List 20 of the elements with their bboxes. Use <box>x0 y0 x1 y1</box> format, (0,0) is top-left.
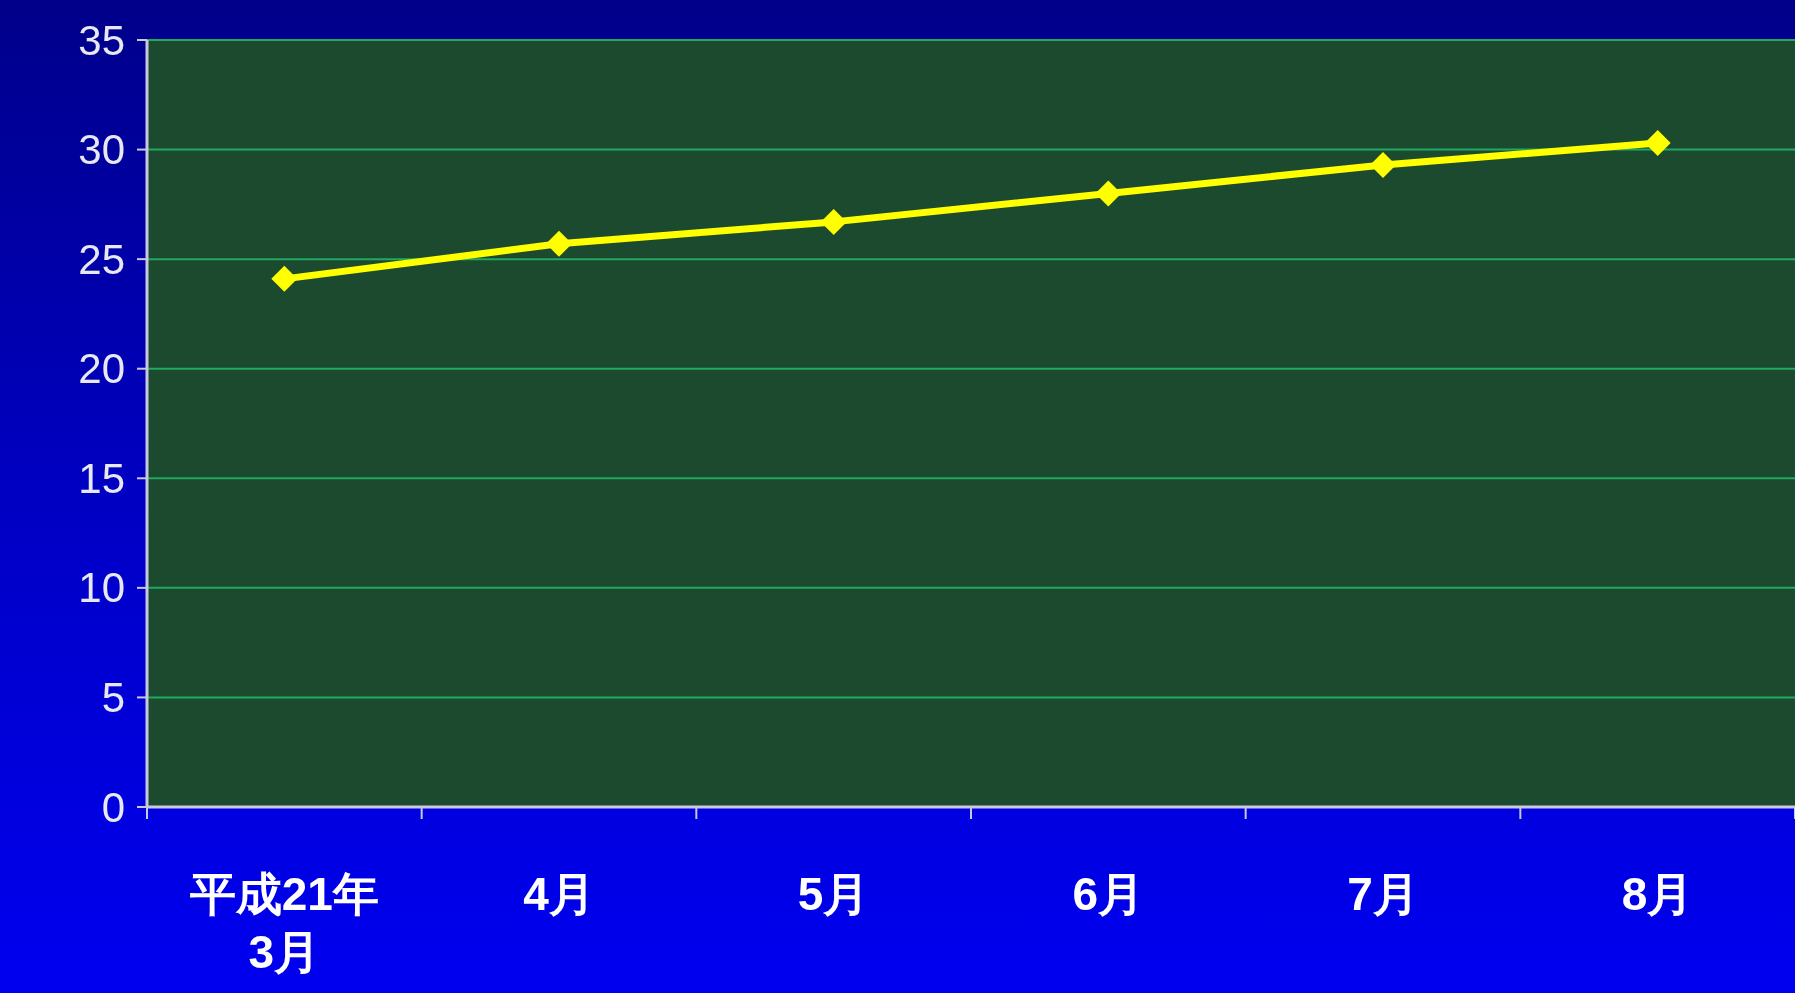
point <box>1370 151 1396 178</box>
y-tick-label: 15 <box>78 454 125 502</box>
x-tick-label: 7月 <box>1347 868 1419 920</box>
point <box>1644 130 1671 156</box>
y-tick-label: 20 <box>78 345 125 393</box>
point <box>820 208 847 235</box>
y-tick-label: 0 <box>101 783 125 831</box>
point <box>1095 180 1122 207</box>
x-tick-label: 5月 <box>797 868 870 920</box>
y-tick-label: 5 <box>101 673 125 721</box>
y-tick-label: 30 <box>78 126 125 174</box>
x-tick-label: 平成21年 3月 <box>189 868 379 978</box>
x-tick-label: 4月 <box>523 868 595 920</box>
point <box>546 230 572 257</box>
x-tick-label: 6月 <box>1072 868 1145 920</box>
x-tick-label: 8月 <box>1621 868 1694 920</box>
y-tick-label: 25 <box>78 235 125 283</box>
point <box>271 265 298 292</box>
y-tick-label: 35 <box>78 16 125 64</box>
y-tick-label: 10 <box>78 564 125 612</box>
